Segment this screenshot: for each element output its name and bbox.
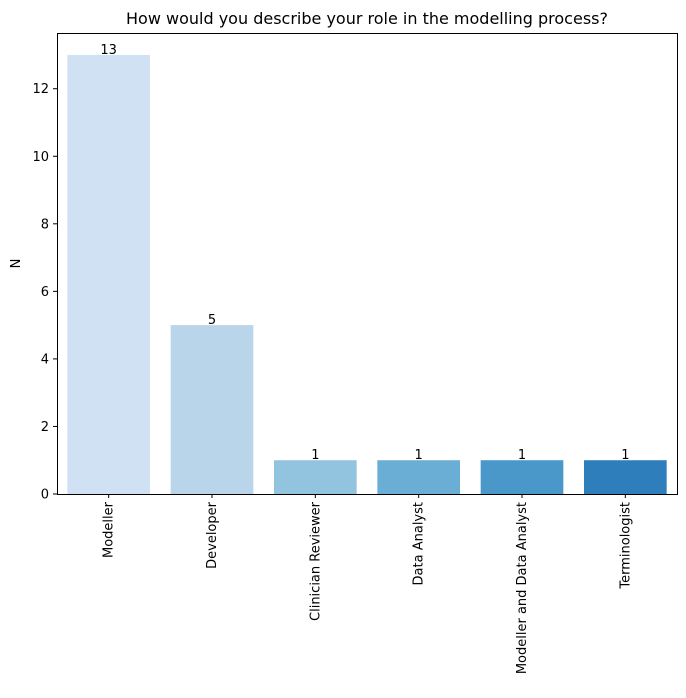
- bar-developer: [170, 325, 254, 494]
- data-label: 1: [621, 448, 629, 463]
- plot-frame: [57, 33, 678, 495]
- y-tick-label: 8: [41, 217, 49, 232]
- x-tick-label: Developer: [205, 501, 220, 569]
- data-label: 1: [415, 448, 423, 463]
- y-tick-label: 0: [41, 488, 49, 503]
- bar-modeller: [67, 54, 150, 494]
- x-tick-label: Modeller: [102, 501, 117, 558]
- data-label: 1: [518, 448, 526, 463]
- y-tick-label: 4: [41, 352, 49, 367]
- x-tick-label: Data Analyst: [412, 502, 427, 585]
- bar-modeller-and-data-analyst: [480, 460, 564, 494]
- chart-title: How would you describe your role in the …: [126, 9, 608, 28]
- bar-terminologist: [584, 460, 667, 494]
- y-tick-label: 2: [41, 420, 49, 435]
- x-tick-label: Clinician Reviewer: [308, 501, 323, 621]
- x-tick-label: Modeller and Data Analyst: [515, 502, 530, 674]
- bar-data-analyst: [377, 460, 460, 494]
- y-axis-label: N: [9, 259, 24, 269]
- bars-group: 13 5 1 1 1 1: [67, 43, 667, 494]
- x-tick-label: Terminologist: [618, 502, 633, 590]
- y-axis-ticks: 0 2 4 6 8 10 12: [32, 82, 57, 503]
- data-label: 1: [311, 448, 319, 463]
- y-tick-label: 6: [41, 285, 49, 300]
- y-tick-label: 10: [32, 150, 49, 165]
- bar-clinician-reviewer: [274, 460, 357, 494]
- data-label: 13: [100, 43, 117, 58]
- data-label: 5: [208, 313, 216, 328]
- x-axis-ticks: Modeller Developer Clinician Reviewer Data …: [102, 494, 633, 674]
- y-tick-label: 12: [32, 82, 49, 97]
